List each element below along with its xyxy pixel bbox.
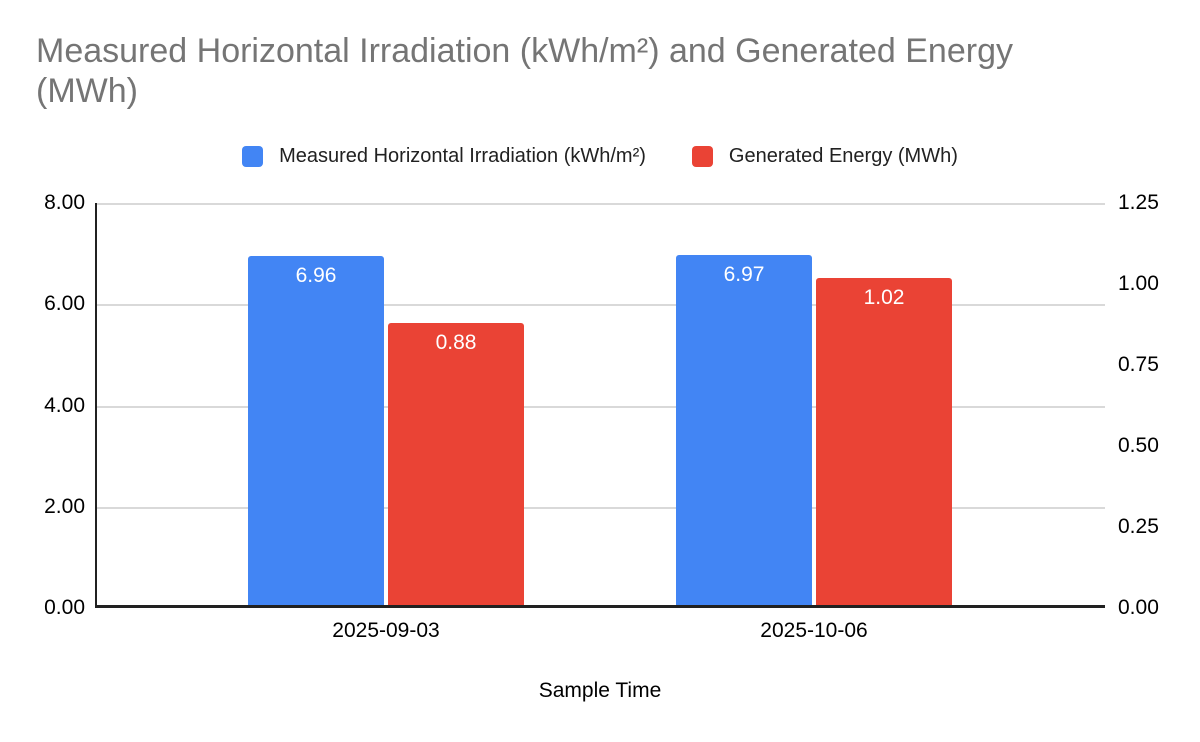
left-axis-tick-label: 8.00 (44, 191, 85, 214)
legend: Measured Horizontal Irradiation (kWh/m²)… (0, 141, 1200, 171)
y-axis-line (95, 203, 97, 608)
right-axis-tick-label: 1.25 (1118, 191, 1159, 214)
legend-item-generated-energy[interactable]: Generated Energy (MWh) (691, 144, 958, 168)
gridline (95, 506, 1105, 509)
plot-area: 6.96 0.88 6.97 1.02 (95, 203, 1105, 608)
legend-label-generated-energy: Generated Energy (MWh) (728, 144, 958, 167)
gridline (95, 304, 1105, 307)
chart-title: Measured Horizontal Irradiation (kWh/m²)… (36, 32, 1013, 110)
bar-value-label: 6.96 (295, 263, 337, 287)
x-axis-line (95, 605, 1105, 608)
left-axis-tick-label: 0.00 (44, 596, 85, 619)
bar-irradiation-2025-10-06[interactable]: 6.97 (676, 255, 812, 608)
right-axis-tick-label: 0.75 (1118, 353, 1159, 376)
right-axis-tick-label: 0.00 (1118, 596, 1159, 619)
gridline (95, 405, 1105, 408)
left-axis-tick-label: 4.00 (44, 393, 85, 417)
bar-value-label: 1.02 (863, 285, 905, 309)
legend-swatch-red-icon (691, 145, 713, 167)
left-axis-tick-label: 2.00 (44, 494, 85, 518)
right-axis-tick-label: 0.50 (1118, 434, 1159, 457)
bar-generated-energy-2025-10-06[interactable]: 1.02 (816, 277, 952, 608)
gridline (95, 203, 1105, 205)
bar-irradiation-2025-09-03[interactable]: 6.96 (248, 255, 384, 608)
x-axis-title: Sample Time (538, 679, 662, 702)
bar-value-label: 6.97 (723, 263, 765, 287)
right-axis-tick-label: 0.25 (1118, 515, 1159, 538)
right-axis-tick-label: 1.00 (1118, 272, 1159, 295)
left-axis-tick-label: 6.00 (44, 292, 85, 316)
legend-swatch-blue-icon (242, 145, 264, 167)
x-category-label: 2025-10-06 (760, 619, 868, 642)
legend-item-irradiation[interactable]: Measured Horizontal Irradiation (kWh/m²) (242, 145, 646, 168)
bar-value-label: 0.88 (435, 330, 477, 354)
bar-generated-energy-2025-09-03[interactable]: 0.88 (388, 322, 524, 608)
legend-label-irradiation: Measured Horizontal Irradiation (kWh/m²) (279, 144, 646, 167)
x-category-label: 2025-09-03 (332, 619, 440, 642)
